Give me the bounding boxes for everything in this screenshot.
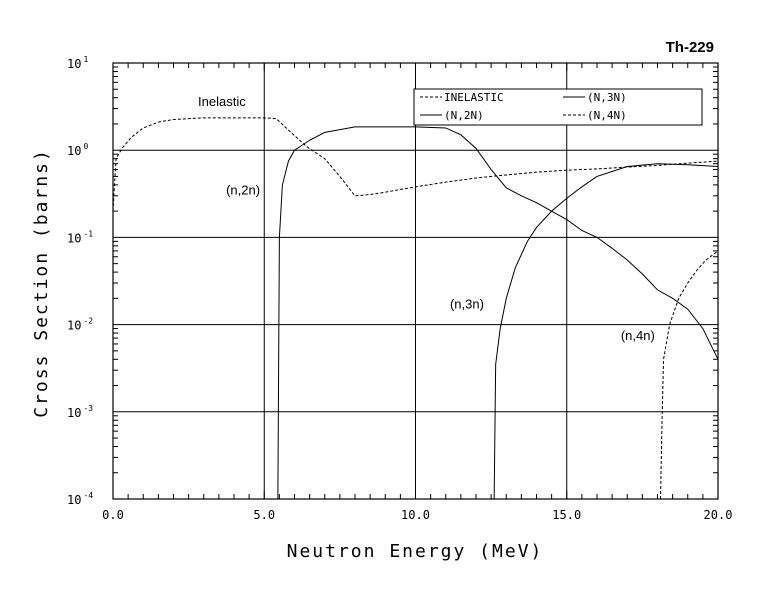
y-tick-exponent: -4 <box>83 491 93 500</box>
x-tick-label: 15.0 <box>552 508 581 522</box>
y-tick-exponent: -2 <box>83 317 93 326</box>
y-tick-label: 10 0 <box>67 142 88 158</box>
y-tick-label: 10 -4 <box>67 491 93 507</box>
y-tick-mantissa: 10 <box>67 493 81 507</box>
series-line-n4n <box>660 250 719 500</box>
x-tick-labels: 0.0 5.0 10.0 15.0 20.0 <box>102 508 732 522</box>
y-tick-label: 10 -1 <box>67 229 93 245</box>
curve-annotation: (n,4n) <box>621 328 655 343</box>
y-tick-label: 10 -3 <box>67 404 93 420</box>
y-tick-mantissa: 10 <box>67 406 81 420</box>
y-tick-mantissa: 10 <box>67 319 81 333</box>
y-tick-mantissa: 10 <box>67 144 81 158</box>
x-axis-title: Neutron Energy (MeV) <box>287 541 544 562</box>
y-tick-label: 10 -2 <box>67 317 93 333</box>
y-tick-exponent: -3 <box>83 404 93 413</box>
grid-lines <box>113 63 718 499</box>
legend-label: INELASTIC <box>444 91 504 104</box>
y-axis-title: Cross Section (barns) <box>31 148 52 418</box>
x-tick-label: 5.0 <box>253 508 275 522</box>
series-line-inelastic <box>112 117 719 212</box>
legend-label: (N,3N) <box>587 91 627 104</box>
legend: INELASTIC (N,3N) (N,2N) (N,4N) <box>413 88 703 126</box>
legend-label: (N,2N) <box>444 109 484 122</box>
curve-annotation: Inelastic <box>198 94 246 109</box>
curve-annotation: (n,2n) <box>226 183 260 198</box>
chart-title: Th-229 <box>666 39 714 56</box>
y-tick-exponent: 1 <box>83 55 88 64</box>
series-line-n2n <box>277 126 719 500</box>
y-tick-mantissa: 10 <box>67 231 81 245</box>
series-line-n3n <box>493 163 719 500</box>
x-tick-label: 10.0 <box>401 508 430 522</box>
legend-label: (N,4N) <box>587 109 627 122</box>
y-tick-exponent: -1 <box>83 229 93 238</box>
x-tick-label: 20.0 <box>704 508 733 522</box>
annotations: Inelastic (n,2n) (n,3n) (n,4n) <box>198 94 655 343</box>
x-tick-label: 0.0 <box>102 508 124 522</box>
series-group <box>112 117 719 500</box>
legend-box <box>413 88 703 126</box>
axis-ticks <box>112 63 719 499</box>
y-tick-exponent: 0 <box>83 142 88 151</box>
y-tick-label: 10 1 <box>67 55 88 71</box>
curve-annotation: (n,3n) <box>450 297 484 312</box>
y-tick-mantissa: 10 <box>67 57 81 71</box>
